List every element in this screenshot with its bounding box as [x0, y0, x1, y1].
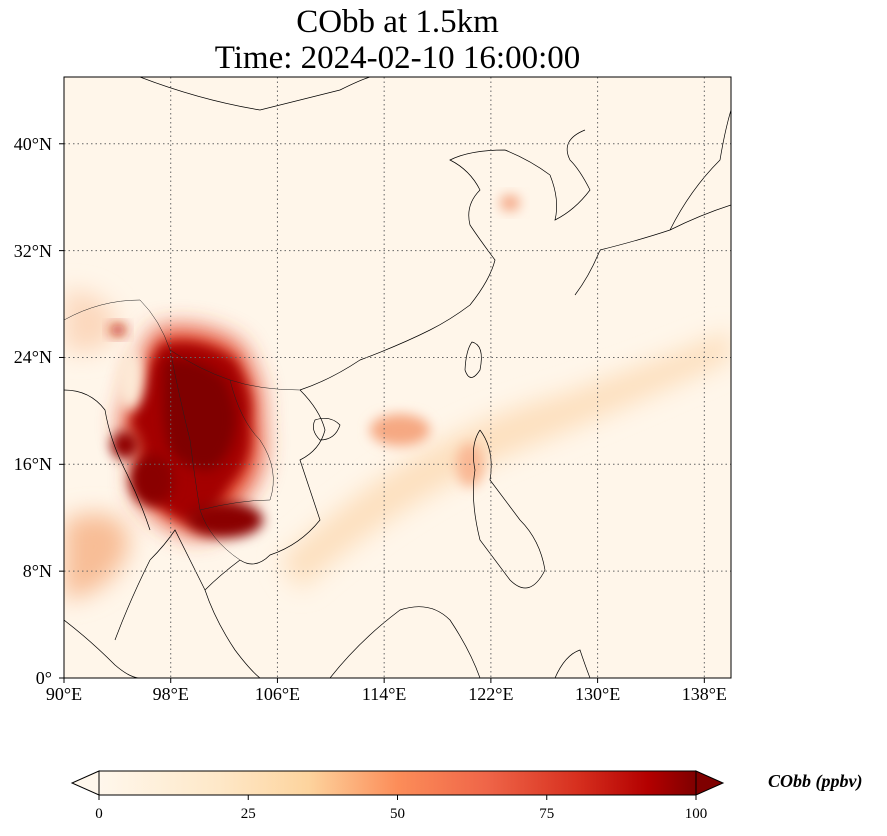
lon-tick-label: 114°E [361, 684, 407, 704]
taiwan-island [464, 341, 482, 378]
colorbar [70, 770, 725, 800]
lat-tick-label: 24°N [13, 347, 52, 368]
colorbar-tick-label: 0 [95, 806, 103, 822]
lat-tick-label: 8°N [22, 561, 52, 582]
colorbar-tick-marks [98, 795, 697, 800]
lon-tick-label: 122°E [468, 684, 514, 704]
lon-tick-label: 130°E [574, 684, 621, 704]
lat-tick-label: 32°N [13, 240, 52, 261]
country-borders [64, 299, 301, 561]
philippines-coastline [472, 429, 546, 589]
lon-tick-label: 90°E [45, 684, 83, 704]
colorbar-extend-max [695, 770, 725, 796]
hainan-island [313, 418, 341, 441]
andaman-coastline [114, 559, 151, 641]
gridlines [64, 77, 731, 678]
plume-patch [110, 324, 126, 336]
plume-patch [64, 290, 120, 353]
plume-patch [370, 414, 430, 446]
map-title: CObb at 1.5km [296, 4, 499, 40]
plume-patch [500, 195, 520, 211]
plume-patch [456, 443, 484, 487]
japan-coastline [574, 109, 731, 296]
myanmar-coastline [64, 389, 151, 531]
lat-tick-label: 16°N [13, 454, 52, 475]
lat-tick-label: 0° [35, 668, 52, 688]
lon-tick-label: 98°E [152, 684, 189, 704]
lat-tick-label: 40°N [13, 133, 52, 154]
korea-coastline [549, 129, 591, 221]
hot-spot-peak [163, 359, 237, 470]
gulf-of-thailand-coastline [149, 529, 206, 591]
hot-spot-peak [130, 454, 174, 506]
coastlines [64, 77, 731, 678]
map-frame [63, 76, 732, 679]
malay-peninsula-coastline [204, 559, 261, 678]
cobb-concentration-field [64, 77, 731, 678]
map-subtitle-time: Time: 2024-02-10 16:00:00 [214, 40, 581, 76]
vietnam-coastline [239, 389, 326, 565]
colorbar-extend-min [70, 770, 100, 796]
colorbar-tick-label: 25 [240, 806, 256, 822]
sulawesi-coastline [554, 649, 591, 678]
colorbar-tick-label: 75 [539, 806, 555, 822]
borneo-coastline [329, 606, 481, 678]
hot-spot-peak [111, 431, 139, 459]
ocean-plume-band [280, 330, 731, 590]
colorbar-tick-label: 50 [390, 806, 405, 822]
hot-spot-peak [187, 502, 263, 538]
lon-tick-label: 138°E [681, 684, 727, 704]
china-coastline [299, 149, 551, 391]
colorbar-gradient [99, 771, 696, 795]
low-concentration-gap [116, 350, 144, 410]
plume-patch [64, 513, 130, 600]
lon-tick-label: 106°E [254, 684, 301, 704]
colorbar-title: CObb (ppbv) [768, 771, 863, 791]
axis-ticks [59, 143, 705, 683]
northern-border [139, 77, 371, 111]
colorbar-tick-label: 100 [684, 806, 708, 822]
sumatra-coastline [64, 619, 141, 678]
